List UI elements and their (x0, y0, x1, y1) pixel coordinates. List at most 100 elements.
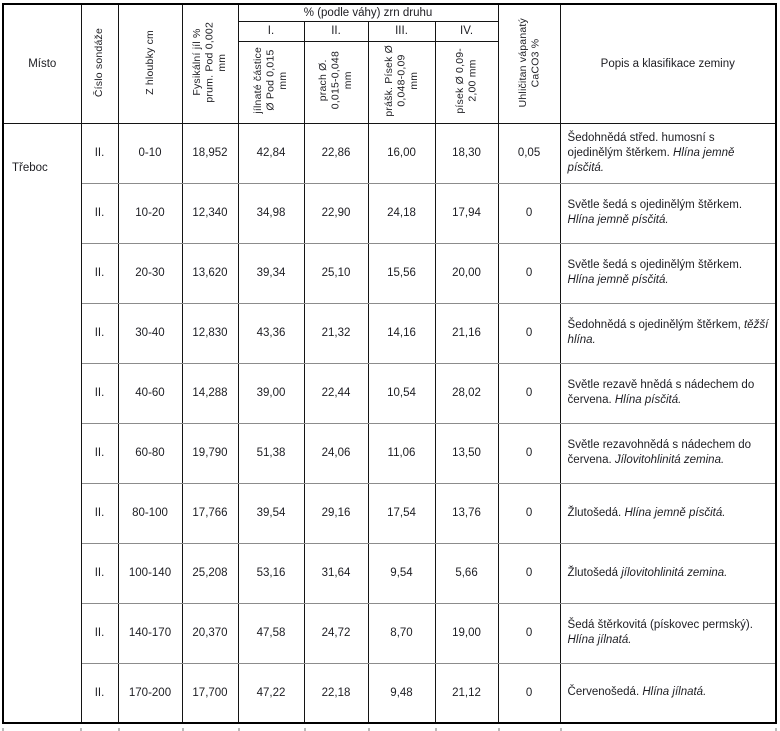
frac3-cell: 24,18 (367, 182, 436, 244)
frac1-cell: 51,38 (237, 422, 305, 484)
frac3-cell: 14,16 (367, 302, 436, 364)
depth-cell: 140-170 (117, 602, 183, 664)
caco3-cell: 0 (497, 542, 561, 604)
col-header-numeral-4: IV. (434, 20, 499, 42)
subheader-3-label: prášk. Písek Ø 0,048-0,09 mm (382, 44, 420, 117)
description-text: Světle šedá s ojedinělým štěrkem. (567, 199, 743, 211)
frac3-cell: 17,54 (367, 482, 436, 544)
subheader-4-label: písek Ø 0,09- 2,00 mm (454, 47, 479, 114)
next-page-border-stub (304, 728, 306, 731)
frac2-cell: 22,86 (303, 122, 369, 184)
soil-analysis-table: Místo Číslo sondáže Z hloubky cm Fysikál… (2, 3, 777, 724)
col-subheader-jilnate-castice: jílnaté částice Ø Pod 0,015 mm (237, 40, 305, 124)
frac4-cell: 18,30 (434, 122, 499, 184)
description-classification: Hlína jemně písčitá. (624, 506, 726, 519)
col-header-numeral-1: I. (237, 20, 305, 42)
description-classification: Hlína jemně písčitá. (567, 146, 735, 174)
depth-cell: 40-60 (117, 362, 183, 424)
col-header-uhlicitan-label: Uhličitan vápanatý CaCO3 % (516, 17, 542, 107)
description-cell: Světle rezavohnědá s nádechem do červena… (559, 422, 777, 484)
frac4-cell: 19,00 (434, 602, 499, 664)
frac1-cell: 34,98 (237, 182, 305, 244)
depth-cell: 10-20 (117, 182, 183, 244)
description-cell: Šedohnědá střed. humosní s ojedinělým št… (559, 122, 777, 184)
col-header-numeral-3: III. (367, 20, 436, 42)
description-text: Světle šedá s ojedinělým štěrkem. (567, 259, 743, 271)
sonda-cell: II. (80, 482, 119, 544)
description-cell: Žlutošedá. Hlína jemně písčitá. (559, 482, 777, 544)
col-header-percent-group-label: % (podle váhy) zrn druhu (303, 6, 433, 19)
col-header-misto: Místo (2, 3, 82, 124)
frac4-cell: 28,02 (434, 362, 499, 424)
numeral-2-label: II. (331, 25, 341, 37)
col-header-numeral-2: II. (303, 20, 369, 42)
next-page-border-stub (238, 728, 240, 731)
table-row: II. 80-100 17,766 39,54 29,16 17,54 13,7… (3, 482, 777, 544)
numeral-1-label: I. (267, 25, 275, 37)
frac1-cell: 47,22 (237, 662, 305, 724)
fys-cell: 20,370 (181, 602, 239, 664)
sonda-cell: II. (80, 122, 119, 184)
description-text: Světle rezavohnědá s nádechem do červena… (567, 439, 752, 466)
table-row: II. 10-20 12,340 34,98 22,90 24,18 17,94… (3, 182, 777, 244)
description-cell: Šedá štěrkovitá (pískovec permský). Hlín… (559, 602, 777, 664)
sonda-cell: II. (80, 662, 119, 724)
depth-cell: 170-200 (117, 662, 183, 724)
caco3-cell: 0 (497, 482, 561, 544)
depth-cell: 80-100 (117, 482, 183, 544)
frac2-cell: 22,44 (303, 362, 369, 424)
description-text: Šedohnědá s ojedinělým štěrkem, (567, 319, 744, 331)
description-cell: Světle rezavě hnědá s nádechem do červen… (559, 362, 777, 424)
description-classification: Hlína jílnatá. (567, 634, 632, 646)
fys-cell: 17,766 (181, 482, 239, 544)
description-text: Šedá štěrkovitá (pískovec permský). (567, 619, 753, 631)
fys-cell: 25,208 (181, 542, 239, 604)
description-classification: těžší hlína. (567, 319, 769, 346)
frac1-cell: 39,34 (237, 242, 305, 304)
numeral-3-label: III. (395, 25, 408, 37)
frac4-cell: 17,94 (434, 182, 499, 244)
description-classification: Hlína jemně písčitá. (567, 214, 669, 226)
table-row: II. 170-200 17,700 47,22 22,18 9,48 21,1… (3, 662, 777, 724)
description-text: Žlutošedá. (567, 506, 625, 519)
sonda-cell: II. (80, 302, 119, 364)
col-header-misto-label: Místo (28, 57, 57, 70)
table-row: II. 20-30 13,620 39,34 25,10 15,56 20,00… (3, 242, 777, 304)
caco3-cell: 0 (497, 302, 561, 364)
description-classification: Hlína jemně písčitá. (567, 274, 669, 286)
frac1-cell: 42,84 (237, 122, 305, 184)
col-header-percent-group: % (podle váhy) zrn druhu (237, 3, 499, 22)
table-row: II. 40-60 14,288 39,00 22,44 10,54 28,02… (3, 362, 777, 424)
description-classification: Hlína písčitá. (614, 394, 682, 406)
table-row: II. 30-40 12,830 43,36 21,32 14,16 21,16… (3, 302, 777, 364)
fys-cell: 12,830 (181, 302, 239, 364)
sonda-cell: II. (80, 182, 119, 244)
depth-cell: 100-140 (117, 542, 183, 604)
next-page-border-stub (435, 728, 437, 731)
frac2-cell: 24,72 (303, 602, 369, 664)
frac2-cell: 31,64 (303, 542, 369, 604)
header-row-group: Místo Číslo sondáže Z hloubky cm Fysikál… (2, 3, 777, 124)
sonda-cell: II. (80, 542, 119, 604)
description-classification: Hlína jílnatá. (642, 686, 707, 699)
frac4-cell: 20,00 (434, 242, 499, 304)
table-row: II. 100-140 25,208 53,16 31,64 9,54 5,66… (3, 542, 777, 604)
fys-cell: 17,700 (181, 662, 239, 724)
caco3-cell: 0 (497, 242, 561, 304)
sonda-cell: II. (80, 602, 119, 664)
table-row: Třeboc II. 0-10 18,952 42,84 22,86 16,00… (2, 122, 777, 724)
frac3-cell: 11,06 (367, 422, 436, 484)
next-page-border-stub (80, 728, 82, 731)
description-text: Šedohnědá střed. humosní s ojedinělým št… (567, 131, 715, 159)
frac2-cell: 22,18 (303, 662, 369, 724)
col-header-z-hloubky: Z hloubky cm (117, 3, 183, 124)
header-row-subheaders: jílnaté částice Ø Pod 0,015 mm prach Ø. … (3, 40, 776, 124)
description-cell: Světle šedá s ojedinělým štěrkem. Hlína … (559, 242, 777, 304)
next-page-border-stub (368, 728, 370, 731)
depth-cell: 30-40 (117, 302, 183, 364)
description-text: Žlutošedá (567, 566, 622, 579)
frac2-cell: 24,06 (303, 422, 369, 484)
frac1-cell: 39,54 (237, 482, 305, 544)
frac3-cell: 10,54 (367, 362, 436, 424)
frac1-cell: 53,16 (237, 542, 305, 604)
